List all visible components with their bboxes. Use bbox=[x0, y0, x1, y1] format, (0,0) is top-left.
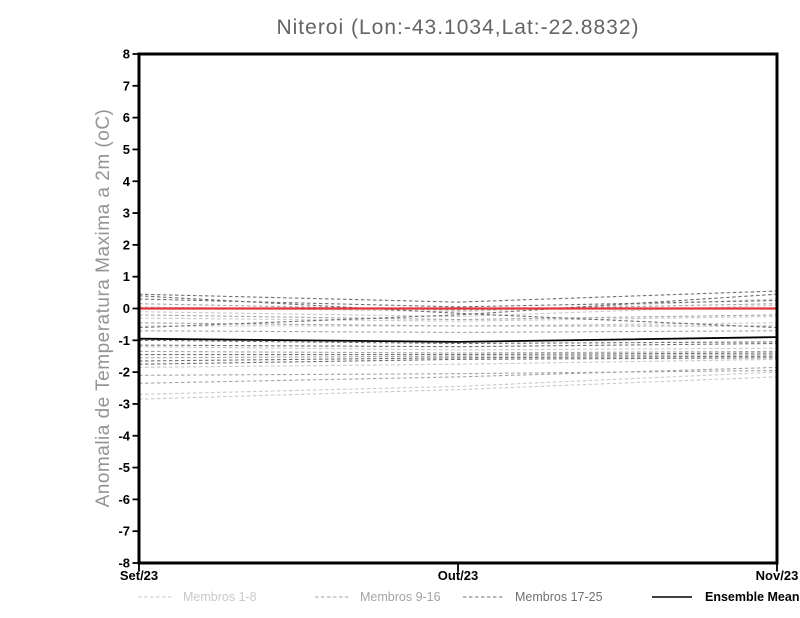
y-tick-label: 0 bbox=[123, 301, 130, 316]
member-line bbox=[138, 322, 777, 327]
member-line bbox=[138, 342, 778, 348]
y-tick-label: 4 bbox=[123, 174, 131, 189]
legend-item-label: Ensemble Mean bbox=[705, 590, 800, 604]
member-line bbox=[138, 304, 778, 318]
y-tick-label: -7 bbox=[118, 524, 130, 539]
x-tick-label: Set/23 bbox=[120, 568, 158, 583]
member-line bbox=[138, 303, 778, 311]
member-line bbox=[138, 350, 778, 354]
legend-line-sample bbox=[652, 596, 692, 598]
y-tick-label: 5 bbox=[123, 142, 130, 157]
member-line bbox=[138, 366, 778, 384]
y-tick-label: -4 bbox=[118, 428, 130, 443]
legend-item-label: Membros 17-25 bbox=[515, 590, 603, 604]
member-line bbox=[138, 358, 778, 368]
member-line bbox=[138, 293, 778, 329]
member-line bbox=[138, 314, 778, 321]
member-line bbox=[138, 357, 778, 365]
legend: Membros 1-8 Membros 9-16 Membros 17-25 Ense… bbox=[0, 588, 800, 608]
y-tick-label: 2 bbox=[123, 237, 130, 252]
member-line bbox=[138, 339, 778, 345]
legend-item-label: Membros 9-16 bbox=[360, 590, 441, 604]
y-tick-label: 7 bbox=[123, 78, 130, 93]
x-tick-label: Out/23 bbox=[438, 568, 478, 583]
member-line bbox=[138, 355, 778, 362]
y-tick-label: -6 bbox=[118, 492, 130, 507]
ensemble-mean-line bbox=[138, 336, 778, 343]
member-line bbox=[138, 290, 778, 303]
member-line bbox=[138, 354, 778, 359]
member-line bbox=[138, 346, 778, 351]
member-line bbox=[138, 376, 778, 400]
member-line bbox=[138, 371, 778, 395]
y-tick-label: 1 bbox=[123, 269, 130, 284]
member-line bbox=[138, 369, 778, 376]
member-line bbox=[138, 330, 778, 333]
y-tick-label: -2 bbox=[118, 365, 130, 380]
y-tick-label: -3 bbox=[118, 396, 130, 411]
y-tick-label: 6 bbox=[123, 110, 130, 125]
legend-line-sample bbox=[138, 596, 172, 598]
y-tick-label: -5 bbox=[118, 460, 130, 475]
y-tick-label: -1 bbox=[118, 333, 130, 348]
legend-line-sample bbox=[315, 596, 349, 598]
legend-item-label: Membros 1-8 bbox=[183, 590, 257, 604]
legend-line-sample bbox=[463, 596, 503, 598]
member-line bbox=[138, 295, 778, 329]
member-line bbox=[138, 298, 778, 308]
y-tick-label: 8 bbox=[123, 47, 130, 62]
x-tick-label: Nov/23 bbox=[756, 568, 799, 583]
y-tick-label: 3 bbox=[123, 206, 130, 221]
member-line bbox=[138, 315, 778, 322]
chart-title: Niteroi (Lon:-43.1034,Lat:-22.8832) bbox=[276, 16, 640, 39]
member-line bbox=[139, 352, 778, 356]
member-line bbox=[138, 298, 778, 313]
y-tick-label: -8 bbox=[118, 556, 130, 571]
